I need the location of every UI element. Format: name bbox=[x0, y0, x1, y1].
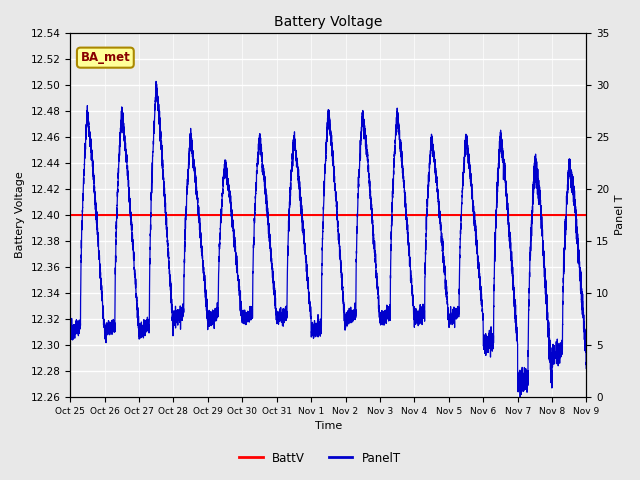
Text: BA_met: BA_met bbox=[81, 51, 130, 64]
Title: Battery Voltage: Battery Voltage bbox=[274, 15, 383, 29]
Y-axis label: Panel T: Panel T bbox=[615, 195, 625, 235]
X-axis label: Time: Time bbox=[315, 421, 342, 432]
Legend: BattV, PanelT: BattV, PanelT bbox=[234, 447, 406, 469]
Y-axis label: Battery Voltage: Battery Voltage bbox=[15, 172, 25, 258]
